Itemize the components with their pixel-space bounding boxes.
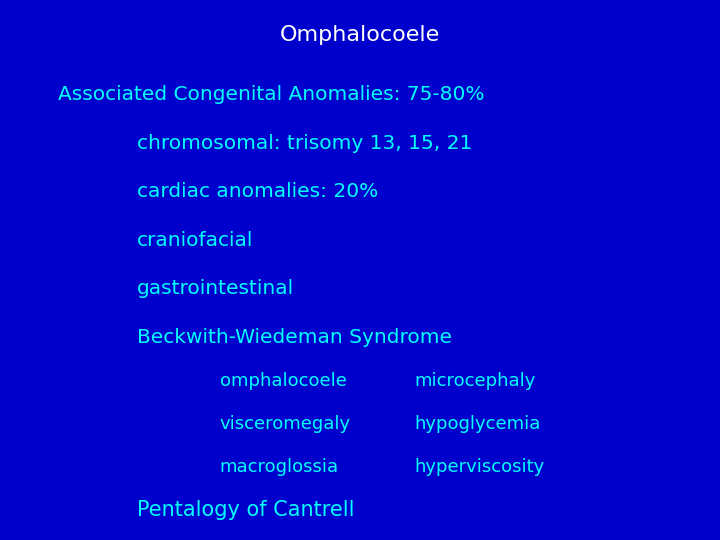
Text: hyperviscosity: hyperviscosity — [414, 458, 544, 476]
Text: Omphalocoele: Omphalocoele — [280, 25, 440, 45]
Text: Associated Congenital Anomalies: 75-80%: Associated Congenital Anomalies: 75-80% — [58, 85, 484, 104]
Text: omphalocoele: omphalocoele — [220, 372, 346, 390]
Text: gastrointestinal: gastrointestinal — [137, 279, 294, 299]
Text: chromosomal: trisomy 13, 15, 21: chromosomal: trisomy 13, 15, 21 — [137, 133, 472, 153]
Text: microcephaly: microcephaly — [414, 372, 536, 390]
Text: hypoglycemia: hypoglycemia — [414, 415, 541, 433]
Text: cardiac anomalies: 20%: cardiac anomalies: 20% — [137, 182, 378, 201]
Text: Pentalogy of Cantrell: Pentalogy of Cantrell — [137, 500, 354, 521]
Text: macroglossia: macroglossia — [220, 458, 338, 476]
Text: craniofacial: craniofacial — [137, 231, 253, 250]
Text: Beckwith-Wiedeman Syndrome: Beckwith-Wiedeman Syndrome — [137, 328, 452, 347]
Text: visceromegaly: visceromegaly — [220, 415, 351, 433]
